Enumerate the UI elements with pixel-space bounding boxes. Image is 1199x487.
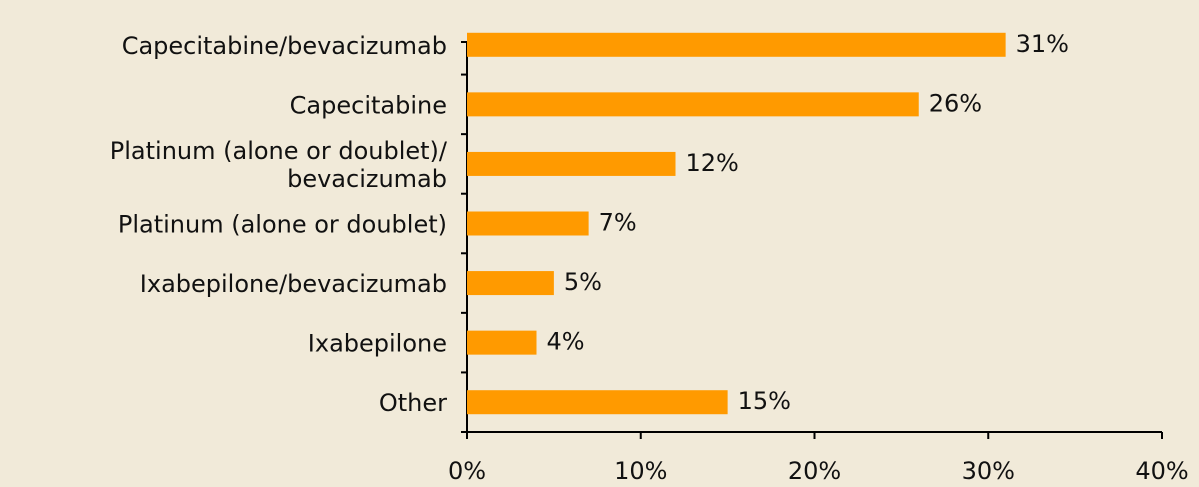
x-tick-label: 0% <box>448 457 486 485</box>
value-label: 12% <box>686 149 739 177</box>
category-label: Other <box>379 389 447 417</box>
bar <box>467 92 919 117</box>
bar <box>467 151 676 176</box>
category-label: Platinum (alone or doublet)/bevacizumab <box>110 137 448 193</box>
bar <box>467 330 537 355</box>
x-tick-label: 10% <box>614 457 667 485</box>
category-label: Capecitabine <box>290 91 447 119</box>
x-tick-label: 20% <box>788 457 841 485</box>
category-label: Ixabepilone <box>308 330 447 358</box>
value-label: 26% <box>929 89 982 117</box>
x-tick-label: 30% <box>962 457 1015 485</box>
value-label: 31% <box>1016 30 1069 58</box>
bar <box>467 390 728 415</box>
bar <box>467 211 589 236</box>
value-label: 4% <box>547 328 585 356</box>
x-tick-label: 40% <box>1135 457 1188 485</box>
bar <box>467 32 1006 57</box>
category-label: Ixabepilone/bevacizumab <box>140 270 447 298</box>
value-label: 15% <box>738 387 791 415</box>
category-label: Capecitabine/bevacizumab <box>122 32 447 60</box>
value-label: 7% <box>599 209 637 237</box>
category-label: Platinum (alone or doublet) <box>118 211 447 239</box>
bar <box>467 271 554 296</box>
value-label: 5% <box>564 268 602 296</box>
